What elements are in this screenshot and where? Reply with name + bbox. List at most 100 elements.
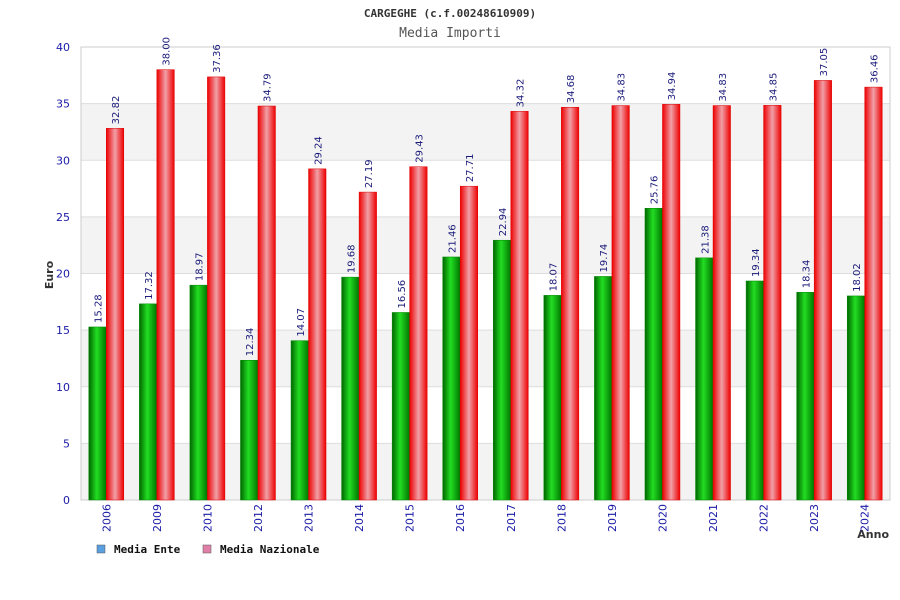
bar-media-ente — [240, 359, 259, 501]
bar-value-label: 19.34 — [751, 248, 762, 277]
x-axis-ticks: 2006 2009 2010 2012 2013 2014 2015 2016 2017 2018… — [100, 504, 871, 532]
bar-value-label: 16.56 — [397, 280, 408, 309]
bar-value-label: 21.46 — [447, 224, 458, 253]
bar-value-label: 12.34 — [245, 328, 256, 357]
bar-media-ente — [341, 276, 360, 501]
y-tick-label: 35 — [56, 98, 70, 111]
bar-value-label: 32.82 — [111, 96, 122, 125]
x-tick-label: 2009 — [151, 504, 164, 532]
x-tick-label: 2021 — [707, 504, 720, 532]
x-tick-label: 2006 — [100, 504, 113, 532]
bar-media-nazionale — [207, 76, 226, 501]
bar-value-label: 37.36 — [212, 44, 223, 73]
bar-media-nazionale — [813, 80, 832, 501]
bar-media-ente — [493, 239, 512, 501]
x-tick-label: 2019 — [606, 504, 619, 532]
y-tick-label: 15 — [56, 324, 70, 337]
bar-value-label: 29.24 — [313, 136, 324, 165]
bar-value-label: 17.32 — [144, 271, 155, 300]
y-tick-label: 25 — [56, 211, 70, 224]
plot-frame — [80, 46, 891, 501]
bar-media-nazionale — [662, 104, 681, 501]
bar-media-ente — [846, 295, 865, 501]
bar-value-label: 25.76 — [650, 176, 661, 205]
bar-media-nazionale — [864, 86, 883, 501]
bar-value-label: 34.83 — [617, 73, 628, 102]
bar-media-nazionale — [156, 69, 175, 501]
bar-value-label: 14.07 — [296, 308, 307, 337]
bar-media-nazionale — [409, 166, 428, 501]
bars: 15.28 32.82 17.32 38.00 18.97 37.36 12.34 34.79… — [88, 37, 883, 501]
chart-title: CARGEGHE (c.f.00248610909) — [364, 7, 536, 20]
bar-value-label: 34.94 — [667, 72, 678, 101]
bar-value-label: 15.28 — [94, 294, 105, 323]
y-axis-label: Euro — [43, 260, 56, 289]
bar-media-ente — [695, 257, 714, 501]
bar-value-label: 38.00 — [162, 37, 173, 66]
bar-media-ente — [745, 280, 764, 501]
y-tick-label: 20 — [56, 268, 70, 281]
x-tick-label: 2014 — [353, 504, 366, 532]
x-tick-label: 2020 — [656, 504, 669, 532]
bar-value-label: 34.85 — [768, 73, 779, 102]
bar-value-label: 18.34 — [801, 260, 812, 289]
bar-media-nazionale — [712, 105, 731, 501]
bar-media-nazionale — [459, 185, 478, 501]
x-tick-label: 2018 — [555, 504, 568, 532]
bar-value-label: 18.97 — [195, 253, 206, 282]
bar-media-nazionale — [611, 105, 630, 501]
x-tick-label: 2016 — [454, 504, 467, 532]
bar-value-label: 18.07 — [549, 263, 560, 292]
bar-media-ente — [796, 292, 815, 501]
legend-label: Media Ente — [114, 543, 181, 556]
bar-media-ente — [139, 303, 158, 501]
x-axis-label: Anno — [857, 528, 889, 541]
x-tick-label: 2023 — [808, 504, 821, 532]
bar-media-nazionale — [561, 106, 580, 501]
bar-media-nazionale — [358, 191, 377, 501]
bar-media-nazionale — [763, 105, 782, 501]
bar-value-label: 21.38 — [700, 225, 711, 254]
bar-media-ente — [594, 276, 613, 501]
bar-media-ente — [391, 312, 410, 501]
bar-value-label: 34.68 — [566, 75, 577, 104]
y-axis-ticks: 0 5 10 15 20 25 30 35 40 — [56, 41, 70, 507]
legend: Media Ente Media Nazionale — [96, 543, 320, 556]
x-tick-label: 2013 — [303, 504, 316, 532]
y-tick-label: 10 — [56, 381, 70, 394]
chart-subtitle: Media Importi — [399, 26, 501, 41]
bar-value-label: 36.46 — [869, 54, 880, 83]
bar-media-nazionale — [308, 168, 327, 501]
bar-media-ente — [442, 256, 461, 501]
x-tick-label: 2010 — [201, 504, 214, 532]
y-tick-label: 5 — [63, 437, 70, 450]
bar-value-label: 34.32 — [516, 79, 527, 108]
x-tick-label: 2024 — [859, 504, 872, 532]
bar-media-ente — [189, 284, 208, 501]
bar-value-label: 34.79 — [263, 73, 274, 102]
bar-value-label: 37.05 — [819, 48, 830, 77]
legend-swatch — [96, 544, 106, 554]
bar-media-ente — [543, 295, 562, 501]
bar-media-nazionale — [257, 105, 276, 501]
bar-value-label: 19.74 — [599, 244, 610, 273]
bar-value-label: 34.83 — [718, 73, 729, 102]
x-tick-label: 2017 — [505, 504, 518, 532]
bar-value-label: 27.71 — [465, 154, 476, 183]
legend-swatch — [202, 544, 212, 554]
bar-value-label: 27.19 — [364, 159, 375, 188]
bar-media-nazionale — [106, 128, 125, 501]
y-tick-label: 30 — [56, 154, 70, 167]
bar-media-ente — [290, 340, 309, 501]
bar-media-nazionale — [510, 111, 529, 501]
y-tick-label: 40 — [56, 41, 70, 54]
bar-media-ente — [88, 326, 107, 501]
bar-value-label: 22.94 — [498, 208, 509, 237]
bar-media-ente — [644, 208, 663, 501]
y-tick-label: 0 — [63, 494, 70, 507]
bar-value-label: 18.02 — [852, 263, 863, 292]
x-tick-label: 2015 — [404, 504, 417, 532]
x-tick-label: 2022 — [758, 504, 771, 532]
x-tick-label: 2012 — [252, 504, 265, 532]
